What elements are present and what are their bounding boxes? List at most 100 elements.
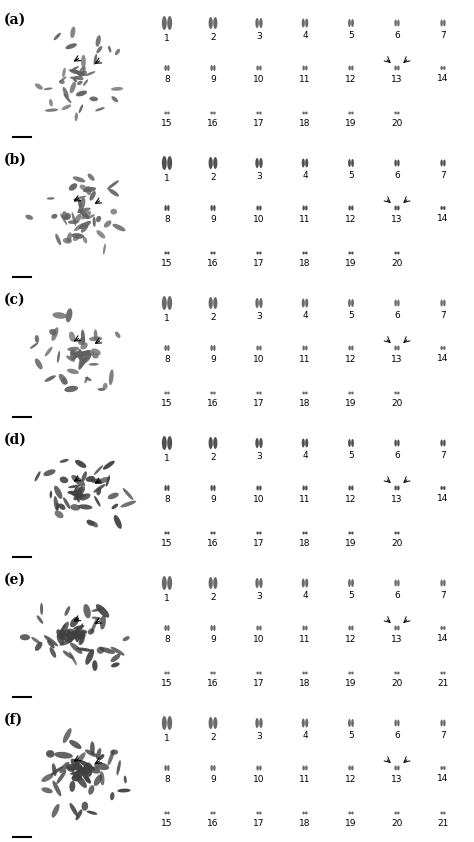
Ellipse shape [394,626,397,631]
Text: 15: 15 [161,679,173,688]
Ellipse shape [443,66,446,70]
Ellipse shape [68,221,78,224]
Ellipse shape [100,647,115,654]
Text: 17: 17 [253,539,265,547]
Ellipse shape [30,343,38,349]
Ellipse shape [35,359,43,370]
Ellipse shape [59,374,68,385]
Ellipse shape [118,789,131,792]
Ellipse shape [440,346,443,350]
Ellipse shape [120,501,136,508]
Text: 10: 10 [253,215,265,223]
Ellipse shape [351,111,354,115]
Ellipse shape [51,214,57,219]
Ellipse shape [111,504,118,509]
Text: 6: 6 [394,450,400,460]
Ellipse shape [123,636,130,642]
Ellipse shape [64,93,72,104]
Ellipse shape [443,626,446,630]
Text: 16: 16 [207,398,219,408]
Text: 19: 19 [345,258,357,268]
Ellipse shape [348,626,351,631]
Ellipse shape [35,472,41,482]
Ellipse shape [67,491,82,495]
Ellipse shape [255,718,259,728]
Ellipse shape [54,752,73,759]
Ellipse shape [162,436,167,450]
Text: 16: 16 [207,818,219,828]
Ellipse shape [75,774,87,788]
Ellipse shape [259,718,263,728]
Text: 8: 8 [164,775,170,784]
Text: 15: 15 [161,398,173,408]
Ellipse shape [78,209,90,219]
Text: 19: 19 [345,539,357,547]
Ellipse shape [213,625,216,631]
Ellipse shape [70,350,79,355]
Ellipse shape [305,531,308,535]
Ellipse shape [79,67,86,74]
Ellipse shape [394,300,397,306]
Ellipse shape [49,99,53,106]
Ellipse shape [210,392,213,395]
Ellipse shape [394,720,397,727]
Text: 5: 5 [348,591,354,600]
Ellipse shape [78,199,82,209]
Text: 21: 21 [438,818,449,828]
Ellipse shape [56,503,59,510]
Text: 9: 9 [210,215,216,224]
Ellipse shape [394,765,397,770]
Ellipse shape [348,392,351,395]
Ellipse shape [81,211,91,220]
Ellipse shape [302,66,305,71]
Ellipse shape [62,211,68,220]
Ellipse shape [96,748,101,759]
Ellipse shape [213,111,216,115]
Ellipse shape [123,488,134,500]
Ellipse shape [397,252,400,254]
Ellipse shape [74,113,78,121]
Ellipse shape [397,672,400,674]
Ellipse shape [443,812,446,814]
Text: 12: 12 [346,354,357,364]
Ellipse shape [209,17,213,29]
Ellipse shape [259,158,263,168]
Text: 6: 6 [394,731,400,739]
Text: 1: 1 [164,454,170,463]
Ellipse shape [305,626,308,631]
Ellipse shape [348,719,351,727]
Ellipse shape [209,717,213,729]
Ellipse shape [443,206,446,210]
Ellipse shape [440,159,443,167]
Ellipse shape [59,762,70,773]
Ellipse shape [86,350,94,355]
Text: 17: 17 [253,818,265,828]
Ellipse shape [167,111,170,115]
Text: 17: 17 [253,398,265,408]
Ellipse shape [97,647,104,653]
Ellipse shape [70,617,79,627]
Text: 19: 19 [345,679,357,688]
Ellipse shape [397,579,400,587]
Ellipse shape [96,230,105,238]
Text: 2: 2 [210,313,216,322]
Ellipse shape [210,485,213,491]
Ellipse shape [70,82,76,93]
Ellipse shape [108,493,119,499]
Ellipse shape [47,197,55,200]
Text: 7: 7 [440,170,446,179]
Text: (a): (a) [4,13,26,27]
Ellipse shape [73,765,88,775]
Ellipse shape [73,235,80,241]
Ellipse shape [348,66,351,71]
Text: (c): (c) [4,293,26,307]
Ellipse shape [71,353,84,357]
Ellipse shape [82,353,91,364]
Text: 16: 16 [207,119,219,127]
Ellipse shape [75,493,86,497]
Ellipse shape [167,205,170,211]
Ellipse shape [256,205,259,210]
Text: 16: 16 [207,539,219,547]
Ellipse shape [164,765,167,771]
Ellipse shape [72,774,82,781]
